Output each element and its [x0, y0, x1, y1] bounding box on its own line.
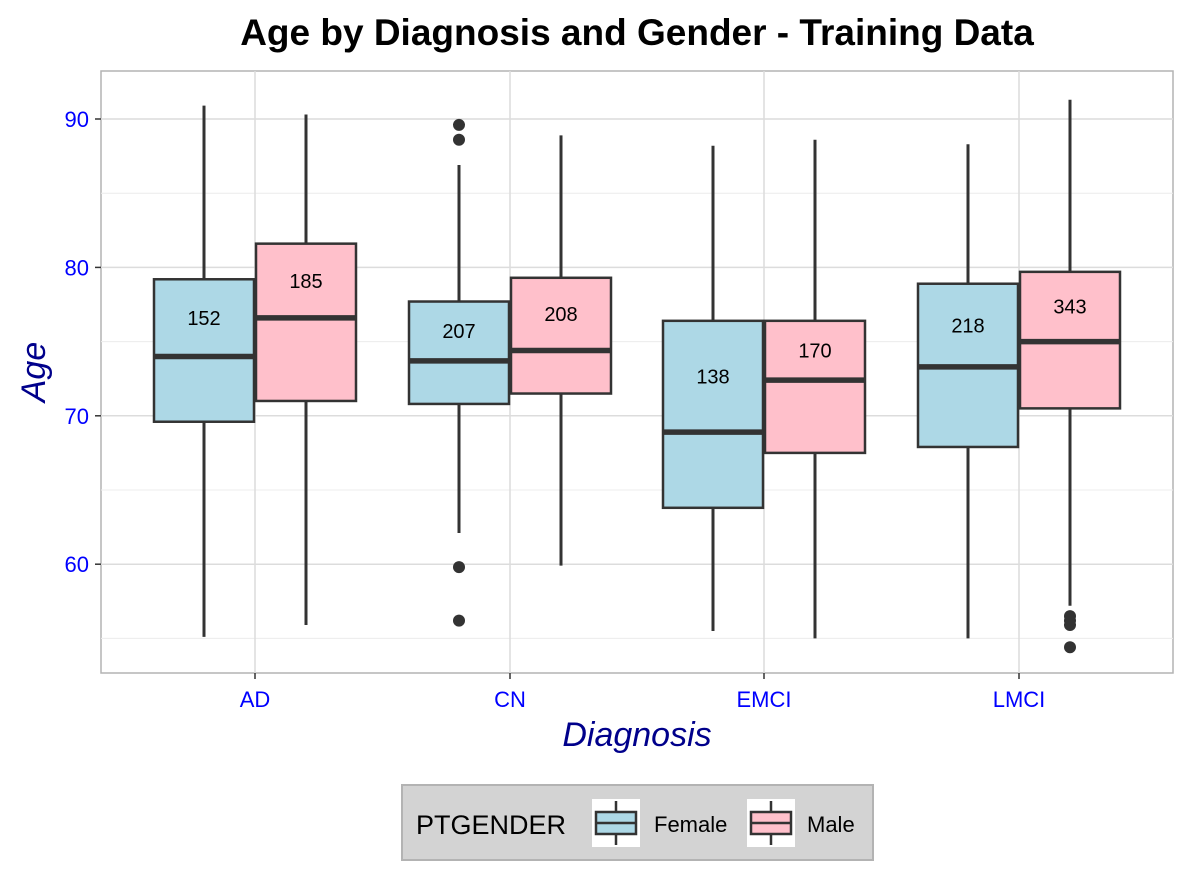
count-label: 170 — [798, 341, 831, 363]
legend-title: PTGENDER — [416, 810, 566, 840]
x-tick-label: EMCI — [737, 687, 792, 712]
box-iqr — [509, 276, 613, 395]
legend-label: Female — [654, 812, 727, 837]
outlier-point — [1064, 619, 1076, 632]
legend-label: Male — [807, 812, 855, 837]
x-tick-label: AD — [240, 687, 271, 712]
count-label: 218 — [951, 315, 984, 337]
box-iqr — [407, 300, 511, 406]
outlier-point — [453, 133, 465, 146]
outlier-point — [453, 614, 465, 627]
count-label: 207 — [442, 321, 475, 343]
outlier-point — [1064, 641, 1076, 654]
y-tick-label: 70 — [65, 404, 89, 429]
box-female-emci: 138 — [661, 145, 765, 631]
box-iqr — [763, 319, 867, 455]
box-male-cn: 208 — [509, 135, 613, 566]
count-label: 138 — [696, 366, 729, 388]
x-axis-ticks: AD CN EMCI LMCI — [240, 673, 1046, 712]
count-label: 208 — [544, 304, 577, 326]
x-tick-label: CN — [494, 687, 526, 712]
box-layer: 152 207 138 218 185 208 170 343 — [152, 99, 1122, 654]
box-male-ad: 185 — [254, 114, 358, 626]
box-female-ad: 152 — [152, 105, 256, 637]
y-tick-label: 80 — [65, 255, 89, 280]
box-male-lmci: 343 — [1018, 99, 1122, 654]
count-label: 343 — [1053, 297, 1086, 319]
count-label: 185 — [289, 271, 322, 293]
box-female-cn: 207 — [407, 118, 511, 627]
box-iqr — [152, 278, 256, 423]
y-axis-title: Age — [15, 342, 53, 405]
legend: PTGENDER Female Male — [401, 784, 874, 861]
box-female-lmci: 218 — [916, 144, 1020, 639]
box-male-emci: 170 — [763, 139, 867, 639]
outlier-point — [453, 118, 465, 131]
outlier-point — [453, 561, 465, 574]
box-iqr — [661, 319, 765, 510]
count-label: 152 — [187, 308, 220, 330]
box-iqr — [254, 242, 358, 403]
legend-item-male: Male — [747, 799, 855, 847]
chart-title: Age by Diagnosis and Gender - Training D… — [240, 12, 1034, 53]
x-axis-title: Diagnosis — [562, 716, 711, 754]
y-tick-label: 60 — [65, 552, 89, 577]
y-axis-ticks: 60 70 80 90 — [65, 107, 101, 577]
legend-item-female: Female — [592, 799, 727, 847]
y-tick-label: 90 — [65, 107, 89, 132]
x-tick-label: LMCI — [993, 687, 1046, 712]
